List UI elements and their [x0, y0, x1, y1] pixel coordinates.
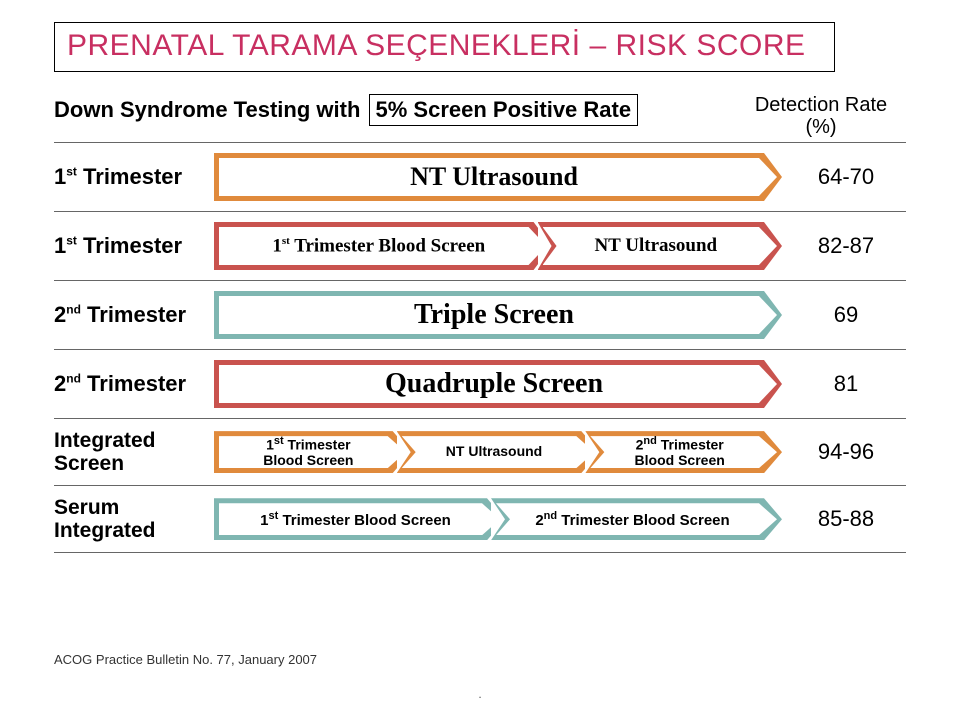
row-label: IntegratedScreen — [54, 429, 214, 475]
table-row: 1st Trimester NT Ultrasound 64-70 — [54, 142, 906, 212]
chevron-shape: NT Ultrasound — [538, 222, 782, 270]
detection-rate-header: Detection Rate (%) — [736, 94, 906, 138]
chevron-label: 1st Trimester Blood Screen — [262, 235, 503, 257]
chevron-area: 1st Trimester Blood Screen NT Ultrasound — [214, 222, 786, 270]
chevron-label: NT Ultrasound — [584, 235, 735, 257]
footnote: ACOG Practice Bulletin No. 77, January 2… — [54, 652, 317, 667]
table-row: SerumIntegrated1st Trimester Blood Scree… — [54, 486, 906, 553]
chevron-area: NT Ultrasound — [214, 153, 786, 201]
row-label: 1st Trimester — [54, 165, 214, 189]
chevron-shape: 1st TrimesterBlood Screen — [214, 431, 411, 473]
chevron-shape: 1st Trimester Blood Screen — [214, 222, 552, 270]
chevron-area: Quadruple Screen — [214, 360, 786, 408]
detection-rate-value: 69 — [786, 302, 906, 328]
chevron-label: 1st Trimester Blood Screen — [250, 510, 469, 530]
screen-header-prefix: Down Syndrome Testing with — [54, 97, 360, 122]
chevron-shape: NT Ultrasound — [214, 153, 782, 201]
header-row: Down Syndrome Testing with 5% Screen Pos… — [54, 94, 906, 138]
chevron-label: 1st TrimesterBlood Screen — [253, 435, 371, 468]
chevron-label: Quadruple Screen — [375, 368, 621, 400]
chevron-area: 1st TrimesterBlood Screen NT Ultrasound 2n… — [214, 431, 786, 473]
screen-header-boxed: 5% Screen Positive Rate — [369, 94, 639, 126]
chevron-area: Triple Screen — [214, 291, 786, 339]
chevron-label: 2nd Trimester Blood Screen — [525, 510, 747, 530]
chevron-shape: 1st Trimester Blood Screen — [214, 498, 505, 540]
detection-rate-value: 85-88 — [786, 506, 906, 532]
table-row: 2nd Trimester Triple Screen 69 — [54, 281, 906, 350]
row-label: 2nd Trimester — [54, 303, 214, 327]
chevron-shape: 2nd TrimesterBlood Screen — [585, 431, 782, 473]
chevron-shape: 2nd Trimester Blood Screen — [491, 498, 782, 540]
chevron-shape: Triple Screen — [214, 291, 782, 339]
table-row: 2nd Trimester Quadruple Screen 81 — [54, 350, 906, 419]
detection-rate-value: 94-96 — [786, 439, 906, 465]
detection-rate-value: 82-87 — [786, 233, 906, 259]
row-label: SerumIntegrated — [54, 496, 214, 542]
slide: PRENATAL TARAMA SEÇENEKLERİ – RISK SCORE… — [0, 0, 960, 713]
chevron-label: 2nd TrimesterBlood Screen — [625, 435, 743, 468]
chevron-shape: NT Ultrasound — [397, 431, 600, 473]
screen-positive-header: Down Syndrome Testing with 5% Screen Pos… — [54, 94, 638, 126]
chevron-label: NT Ultrasound — [436, 444, 560, 459]
row-label: 1st Trimester — [54, 234, 214, 258]
row-label: 2nd Trimester — [54, 372, 214, 396]
table-row: IntegratedScreen1st TrimesterBlood Scree… — [54, 419, 906, 486]
detection-rate-value: 81 — [786, 371, 906, 397]
chevron-label: NT Ultrasound — [400, 162, 596, 192]
detection-rate-value: 64-70 — [786, 164, 906, 190]
chevron-label: Triple Screen — [404, 299, 592, 331]
detection-rate-line1: Detection Rate — [736, 94, 906, 116]
detection-rate-line2: (%) — [736, 116, 906, 138]
page-title: PRENATAL TARAMA SEÇENEKLERİ – RISK SCORE — [67, 29, 806, 63]
chevron-area: 1st Trimester Blood Screen 2nd Trimester … — [214, 498, 786, 540]
table-row: 1st Trimester 1st Trimester Blood Screen N… — [54, 212, 906, 281]
chevron-shape: Quadruple Screen — [214, 360, 782, 408]
comparison-table: 1st TrimesterNT Ultrasound64-701st Trime… — [54, 142, 906, 553]
bottom-mark: . — [478, 687, 481, 701]
title-box: PRENATAL TARAMA SEÇENEKLERİ – RISK SCORE — [54, 22, 835, 72]
